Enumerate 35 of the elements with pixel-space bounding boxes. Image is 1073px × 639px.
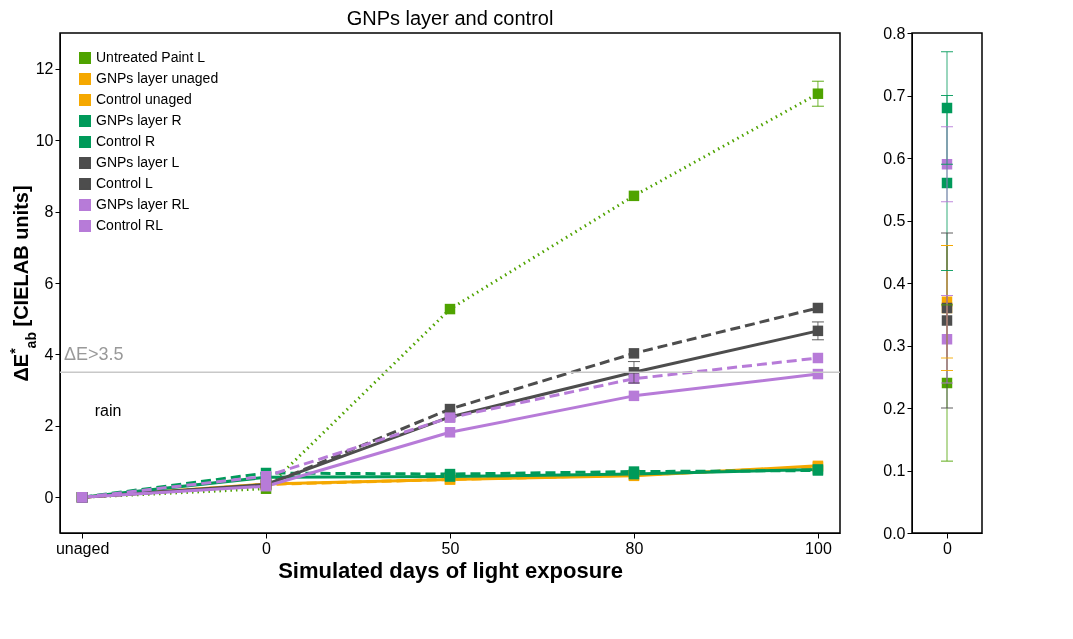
x-tick-label: 80 bbox=[625, 539, 644, 557]
legend-label: Untreated Paint L bbox=[96, 49, 206, 65]
y-tick-label: 0.1 bbox=[883, 462, 906, 479]
y-tick-label: 0.6 bbox=[883, 149, 906, 167]
y-tick-label: 8 bbox=[44, 203, 54, 221]
legend-label: GNPs layer R bbox=[96, 112, 182, 128]
y-tick-label: 10 bbox=[35, 131, 54, 149]
y-tick-label: 12 bbox=[35, 60, 54, 78]
y-tick-label: 4 bbox=[44, 345, 54, 363]
legend-label: Control unaged bbox=[96, 91, 192, 107]
x-axis-title: Simulated days of light exposure bbox=[278, 557, 623, 583]
legend-label: Control R bbox=[96, 133, 156, 149]
ref-line-label: ΔE>3.5 bbox=[64, 344, 124, 365]
x-tick-label: 50 bbox=[441, 539, 460, 557]
y-tick-label: 0 bbox=[44, 488, 54, 506]
legend-label: Control L bbox=[96, 175, 154, 191]
y-tick-label: 0.3 bbox=[883, 337, 906, 354]
y-tick-label: 0.4 bbox=[883, 274, 906, 292]
x-tick-label: 100 bbox=[805, 539, 832, 557]
y-tick-label: 0.7 bbox=[883, 87, 906, 104]
y-tick-label: 0.8 bbox=[883, 24, 906, 42]
legend-label: GNPs layer RL bbox=[96, 196, 190, 212]
legend-label: GNPs layer L bbox=[96, 154, 180, 170]
annotation: rain bbox=[94, 401, 122, 419]
y-tick-label: 2 bbox=[44, 417, 54, 435]
x-tick-label: unaged bbox=[55, 539, 110, 557]
y-tick-label: 0.0 bbox=[883, 524, 906, 542]
x-tick-label: 0 bbox=[943, 539, 953, 557]
legend-label: Control RL bbox=[96, 217, 164, 233]
y-tick-label: 6 bbox=[44, 274, 54, 292]
legend-label: GNPs layer unaged bbox=[96, 70, 219, 86]
x-tick-label: 0 bbox=[262, 539, 272, 557]
y-tick-label: 0.5 bbox=[883, 212, 906, 229]
y-tick-label: 0.2 bbox=[883, 399, 906, 417]
chart-title: GNPs layer and control bbox=[346, 7, 554, 29]
